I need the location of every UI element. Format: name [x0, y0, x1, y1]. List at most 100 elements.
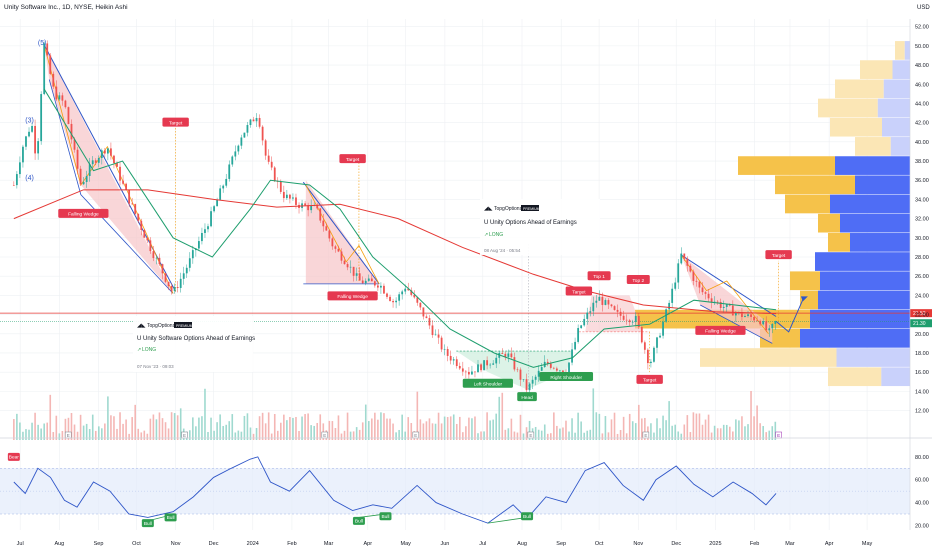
ma-long-line: [13, 189, 777, 315]
price-badge-1-bg: [910, 309, 932, 318]
y-tick-label: 28.00: [915, 255, 929, 261]
candle-body: [386, 293, 388, 297]
volume-bar: [322, 423, 325, 440]
volume-bar: [695, 413, 698, 440]
candle-body: [534, 376, 537, 380]
candle-body: [449, 355, 452, 361]
candle-body: [410, 290, 413, 295]
volume-bar: [586, 430, 589, 440]
x-tick-label: May: [401, 541, 412, 547]
ema-line: [43, 88, 777, 368]
volume-bar: [346, 412, 349, 440]
candle-body: [155, 257, 158, 259]
y-tick-label: 32.00: [915, 217, 929, 223]
y-tick-label: 34.00: [915, 197, 929, 203]
candle-body: [380, 285, 382, 288]
y-tick-label: 36.00: [915, 178, 929, 184]
x-tick-label: Nov: [633, 541, 643, 547]
candle-body: [428, 318, 431, 326]
candle-body: [328, 230, 331, 239]
y-tick-label: 50.00: [915, 44, 929, 50]
annotation-tag-10: [462, 378, 513, 388]
volume-bar: [407, 417, 410, 440]
volume-bar: [519, 414, 522, 440]
volume-bar: [34, 412, 36, 440]
annotation-tag-text-8: Target: [772, 253, 786, 259]
volume-bar: [622, 416, 625, 440]
candle-body: [79, 168, 82, 185]
candle-body: [592, 302, 595, 312]
volume-bar: [395, 432, 397, 440]
candle-body: [613, 306, 616, 310]
candle-body: [519, 369, 522, 380]
volume-bar: [31, 422, 33, 440]
idea-card-1[interactable]: ◢◣ TopgOptions PREMIUM U Unity Software …: [133, 316, 255, 372]
volume-bar: [307, 413, 309, 440]
candle-body: [492, 363, 495, 365]
volume-bar: [504, 429, 507, 440]
candle-body: [234, 151, 237, 157]
candle-body: [607, 300, 610, 305]
volume-bar: [431, 423, 434, 440]
volume-bar: [577, 412, 579, 440]
x-tick-label: Jun: [440, 541, 449, 547]
volume-bar: [189, 430, 191, 440]
candle-body: [637, 315, 640, 327]
candle-body: [22, 146, 24, 163]
volume-bar: [176, 415, 179, 440]
candle-body: [501, 352, 504, 354]
candle-body: [471, 371, 473, 375]
volume-bar: [16, 413, 18, 440]
x-tick-label: Nov: [171, 541, 181, 547]
candle-body: [12, 185, 15, 186]
candle-body: [574, 341, 576, 350]
annotation-tag-8: [765, 250, 792, 260]
y-tick-label: 52.00: [915, 25, 929, 31]
volume-profile-row-buy: [828, 233, 850, 252]
candle-body: [753, 316, 755, 321]
volume-bar: [425, 421, 428, 440]
candle-body: [604, 300, 607, 305]
candle-body: [750, 314, 752, 317]
x-tick-label: Oct: [595, 541, 604, 547]
candles: [12, 40, 777, 397]
y-tick-label: 16.00: [915, 370, 929, 376]
volume-bar: [273, 413, 276, 440]
candle-body: [504, 353, 507, 357]
volume-profile-row-sell: [890, 137, 910, 156]
volume-bar: [619, 430, 622, 440]
volume-bar: [656, 418, 658, 440]
idea-card-2[interactable]: ◢◣ TopgOptions PREMIUM U Unity Options A…: [480, 199, 600, 255]
candle-body: [455, 359, 458, 367]
volume-bar: [771, 426, 774, 440]
volume-bar: [13, 419, 15, 440]
candle-body: [650, 361, 652, 364]
candle-body: [370, 278, 373, 282]
volume-bar: [198, 417, 200, 440]
candle-body: [507, 353, 510, 357]
candle-body: [49, 55, 52, 74]
volume-bar: [416, 391, 419, 440]
candle-body: [97, 158, 100, 163]
candle-body: [61, 95, 64, 101]
candle-body: [207, 226, 209, 230]
candle-body: [131, 203, 134, 205]
candle-body: [540, 367, 543, 371]
volume-profile-row-sell: [820, 271, 910, 291]
volume-bar: [653, 432, 655, 440]
volume-profile-row-sell: [881, 367, 910, 387]
volume-bar: [389, 418, 391, 440]
candle-body: [395, 300, 397, 303]
candle-body: [282, 191, 285, 199]
candle-body: [437, 334, 440, 338]
candle-body: [204, 229, 206, 233]
price-badge-1: 21.53: [913, 311, 926, 317]
volume-bar: [155, 419, 158, 440]
candle-body: [468, 371, 470, 375]
candle-body: [340, 251, 343, 261]
annotation-tag-text-4: Top 1: [593, 274, 605, 280]
volume-bar: [604, 416, 607, 440]
idea-card-1-badge: PREMIUM: [176, 324, 193, 328]
x-tick-label: Oct: [132, 541, 141, 547]
